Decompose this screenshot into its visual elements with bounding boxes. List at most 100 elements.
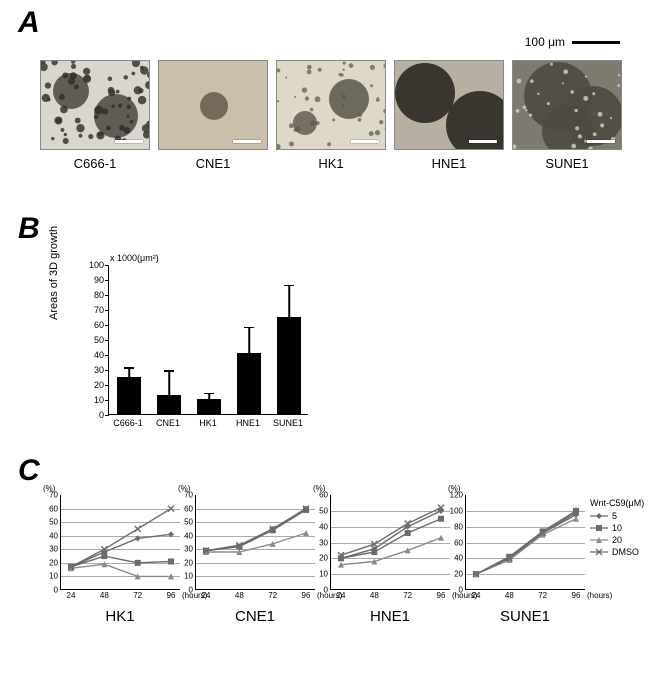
line-chart: 01020304050607024487296(hours)(%): [195, 495, 315, 590]
line-ytick: 20: [454, 570, 463, 579]
micrograph-label: CNE1: [158, 156, 268, 171]
bar-ytick: 100: [84, 260, 104, 270]
bar-chart: Areas of 3D growth x 1000(μm²) 010203040…: [70, 265, 325, 435]
line-chart-label: HK1: [60, 608, 180, 625]
bar-ytick: 10: [84, 395, 104, 405]
line-chart: 02040608010012024487296(hours)(%): [465, 495, 585, 590]
line-ytick: 80: [454, 522, 463, 531]
line-xtick: 24: [337, 591, 346, 600]
bar-ytick: 90: [84, 275, 104, 285]
line-xtick: 24: [472, 591, 481, 600]
line-ytick: 0: [54, 586, 58, 595]
micrograph-scale: [233, 140, 261, 143]
line-yunit: (%): [313, 484, 325, 493]
bar-xlabel: HNE1: [236, 418, 260, 428]
series-legend: Wnt-C59(μM) 51020DMSO: [590, 498, 644, 559]
line-chart-label: HNE1: [330, 608, 450, 625]
micrograph-label: SUNE1: [512, 156, 622, 171]
line-xtick: 96: [437, 591, 446, 600]
line-ytick: 40: [454, 554, 463, 563]
line-yunit: (%): [448, 484, 460, 493]
bar: [197, 399, 221, 414]
micrograph: [276, 60, 386, 150]
legend-item: 10: [590, 523, 644, 533]
micrograph-scale: [351, 140, 379, 143]
bar-ytick: 20: [84, 380, 104, 390]
micrograph: [40, 60, 150, 150]
line-ytick: 20: [49, 558, 58, 567]
micrograph: [394, 60, 504, 150]
line-ytick: 0: [189, 586, 193, 595]
line-xtick: 72: [538, 591, 547, 600]
bar-ytick: 0: [84, 410, 104, 420]
line-ytick: 40: [184, 531, 193, 540]
legend-item: DMSO: [590, 547, 644, 557]
line-ytick: 40: [319, 522, 328, 531]
line-ytick: 60: [454, 538, 463, 547]
micrograph-scale: [469, 140, 497, 143]
micrograph-label: C666-1: [40, 156, 150, 171]
line-xtick: 48: [370, 591, 379, 600]
line-xtick: 48: [505, 591, 514, 600]
line-ytick: 50: [319, 506, 328, 515]
bar-xlabel: CNE1: [156, 418, 180, 428]
legend-item: 20: [590, 535, 644, 545]
legend-label: DMSO: [612, 547, 639, 557]
micrograph-scale: [587, 140, 615, 143]
line-ytick: 60: [184, 504, 193, 513]
legend-label: 5: [612, 511, 617, 521]
bar-ytick: 40: [84, 350, 104, 360]
bar: [237, 353, 261, 415]
bar-ytick: 30: [84, 365, 104, 375]
bar-xlabel: HK1: [199, 418, 217, 428]
line-ytick: 20: [184, 558, 193, 567]
line-chart-row: 01020304050607024487296(hours)(%)HK10102…: [60, 495, 585, 625]
line-ytick: 10: [49, 572, 58, 581]
line-xtick: 96: [302, 591, 311, 600]
line-ytick: 0: [459, 586, 463, 595]
line-ytick: 30: [184, 545, 193, 554]
bar: [117, 377, 141, 415]
legend-item: 5: [590, 511, 644, 521]
line-chart: 010203040506024487296(hours)(%): [330, 495, 450, 590]
error-bar: [248, 327, 250, 353]
line-ytick: 10: [319, 570, 328, 579]
line-ytick: 50: [184, 518, 193, 527]
line-yunit: (%): [43, 484, 55, 493]
panel-b-label: B: [18, 212, 40, 246]
error-bar: [168, 371, 170, 395]
line-ytick: 10: [184, 572, 193, 581]
bar: [157, 395, 181, 415]
line-xtick: 72: [133, 591, 142, 600]
line-xtick: 48: [100, 591, 109, 600]
panel-a-label: A: [18, 6, 40, 40]
line-xtick: 96: [167, 591, 176, 600]
line-xtick: 72: [403, 591, 412, 600]
bar: [277, 317, 301, 415]
line-ytick: 30: [49, 545, 58, 554]
bar-xlabel: C666-1: [113, 418, 143, 428]
bar-ylabel: Areas of 3D growth: [48, 226, 60, 320]
line-chart-label: CNE1: [195, 608, 315, 625]
line-ytick: 20: [319, 554, 328, 563]
bar-ytick: 50: [84, 335, 104, 345]
micrograph-row: C666-1 CNE1 HK1 HNE1 SUNE1: [40, 60, 622, 171]
scalebar-label: 100 μm: [525, 35, 565, 49]
line-xtick: 72: [268, 591, 277, 600]
line-xtick: 96: [572, 591, 581, 600]
line-chart: 01020304050607024487296(hours)(%): [60, 495, 180, 590]
line-yunit: (%): [178, 484, 190, 493]
micrograph: [158, 60, 268, 150]
line-chart-label: SUNE1: [465, 608, 585, 625]
legend-label: 20: [612, 535, 622, 545]
bar-yunit: x 1000(μm²): [110, 253, 159, 263]
bar-ytick: 80: [84, 290, 104, 300]
micrograph-scale: [115, 140, 143, 143]
micrograph-label: HNE1: [394, 156, 504, 171]
bar-xlabel: SUNE1: [273, 418, 303, 428]
legend-label: 10: [612, 523, 622, 533]
line-ytick: 30: [319, 538, 328, 547]
line-ytick: 40: [49, 531, 58, 540]
micrograph-label: HK1: [276, 156, 386, 171]
line-ytick: 0: [324, 586, 328, 595]
